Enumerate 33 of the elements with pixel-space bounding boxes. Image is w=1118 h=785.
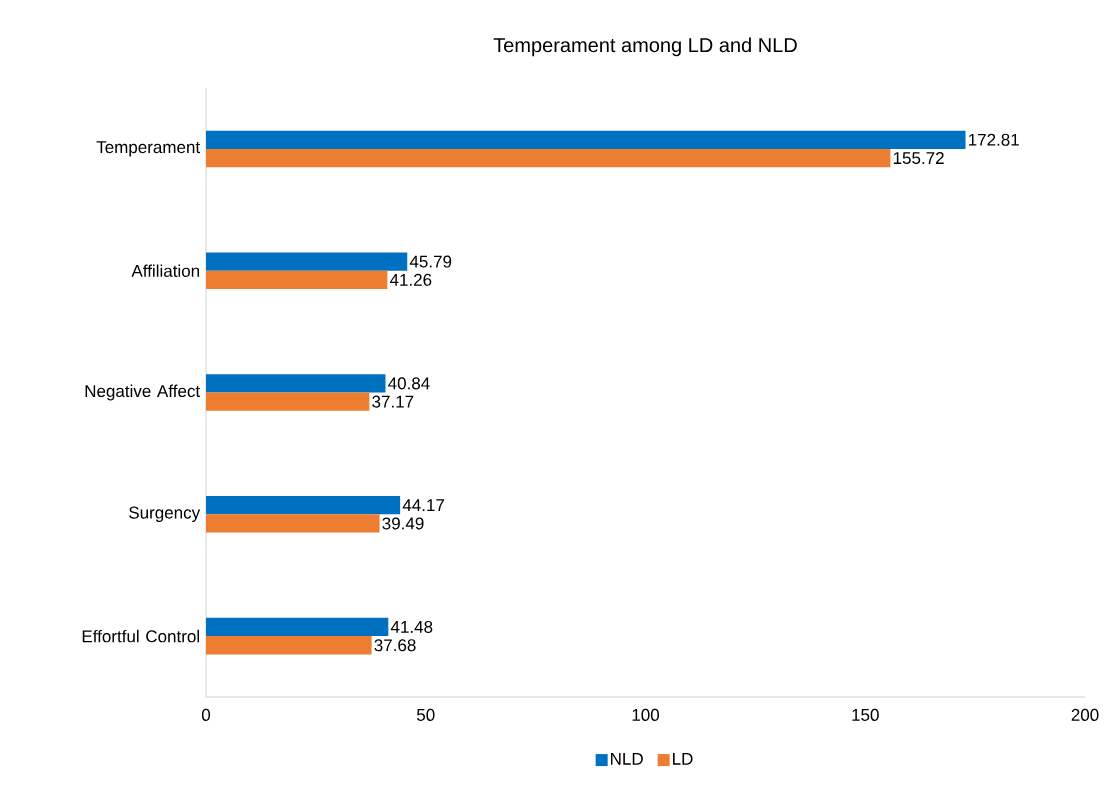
bar bbox=[206, 636, 372, 655]
bar bbox=[206, 392, 370, 411]
data-label: 40.84 bbox=[388, 377, 430, 390]
data-label: 41.48 bbox=[390, 620, 433, 633]
legend-label: LD bbox=[673, 752, 693, 765]
data-label: 37.17 bbox=[372, 395, 414, 408]
bar bbox=[206, 270, 388, 289]
x-tick-label: 100 bbox=[632, 708, 660, 721]
x-tick-label: 0 bbox=[201, 708, 211, 721]
y-tick-label: Affiliation bbox=[131, 264, 200, 277]
bar bbox=[206, 374, 386, 393]
bar bbox=[206, 148, 891, 168]
y-tick-label: Effortful Control bbox=[82, 629, 199, 643]
data-label: 41.26 bbox=[389, 273, 432, 286]
bar bbox=[206, 496, 401, 515]
bar bbox=[206, 514, 380, 533]
data-label: 172.81 bbox=[969, 133, 1019, 146]
bar bbox=[206, 130, 966, 149]
data-label: 45.79 bbox=[409, 255, 452, 268]
data-label: 39.49 bbox=[382, 517, 424, 530]
x-tick-label: 150 bbox=[852, 708, 879, 721]
legend-label: NLD bbox=[611, 752, 643, 765]
y-tick-label: Surgency bbox=[129, 506, 201, 523]
data-label: 155.72 bbox=[893, 152, 944, 165]
y-tick-label: Negative Affect bbox=[85, 384, 201, 401]
chart-title: Temperament among LD and NLD bbox=[493, 37, 797, 57]
bar bbox=[206, 617, 389, 637]
x-tick-label: 200 bbox=[1071, 708, 1099, 721]
y-tick-label: Temperament bbox=[96, 141, 200, 157]
x-tick-label: 50 bbox=[416, 708, 435, 721]
data-label: 44.17 bbox=[402, 499, 444, 512]
bar bbox=[206, 252, 408, 271]
data-label: 37.68 bbox=[374, 639, 416, 652]
